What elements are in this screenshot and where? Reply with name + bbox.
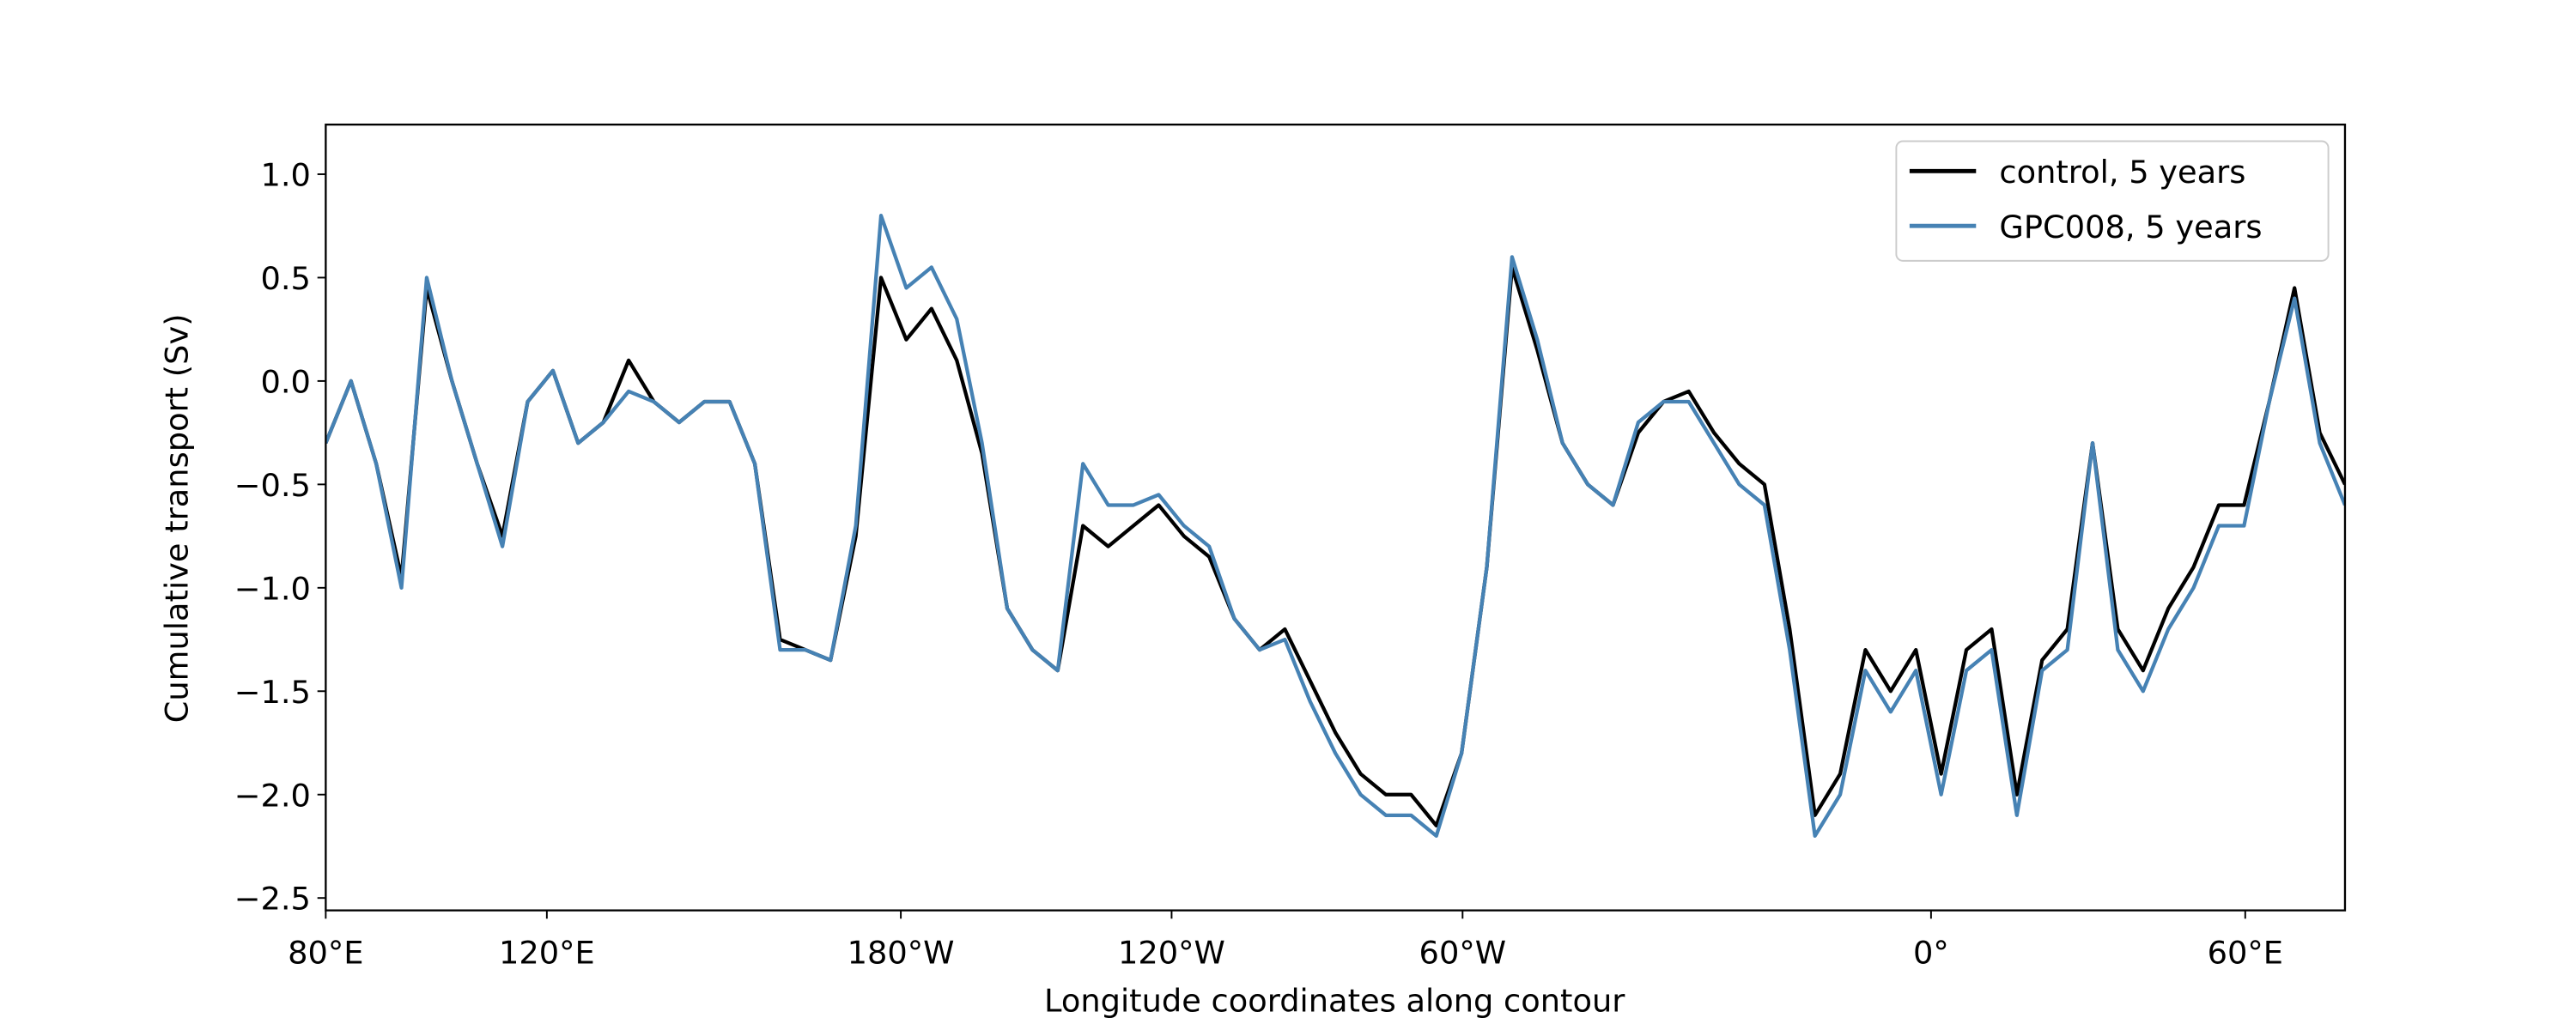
y-axis-label: Cumulative transport (Sv) [159,313,196,723]
x-axis-label: Longitude coordinates along contour [1044,983,1625,1020]
x-tick-label: 120°E [499,935,595,972]
legend-box [1895,140,2330,262]
y-tick-label: −1.5 [234,674,311,711]
y-tick-label: 0.0 [260,363,310,400]
y-tick-label: −2.0 [234,777,311,814]
x-tick-label: 60°E [2208,935,2283,972]
plot-frame [325,123,2347,912]
series-line [325,265,2345,827]
series-line [325,214,2345,839]
x-tick-label: 180°W [848,935,955,972]
y-tick-label: 1.0 [260,157,310,194]
x-tick-label: 120°W [1118,935,1225,972]
x-tick-label: 0° [1913,935,1949,972]
x-tick-label: 60°W [1419,935,1507,972]
x-tick-label: 80°E [288,935,363,972]
y-tick-label: 0.5 [260,260,310,297]
y-tick-label: −0.5 [234,467,311,504]
legend-label: GPC008, 5 years [1999,209,2262,245]
y-tick-label: −2.5 [234,881,311,918]
legend-label: control, 5 years [1999,154,2245,191]
y-tick-label: −1.0 [234,570,311,607]
